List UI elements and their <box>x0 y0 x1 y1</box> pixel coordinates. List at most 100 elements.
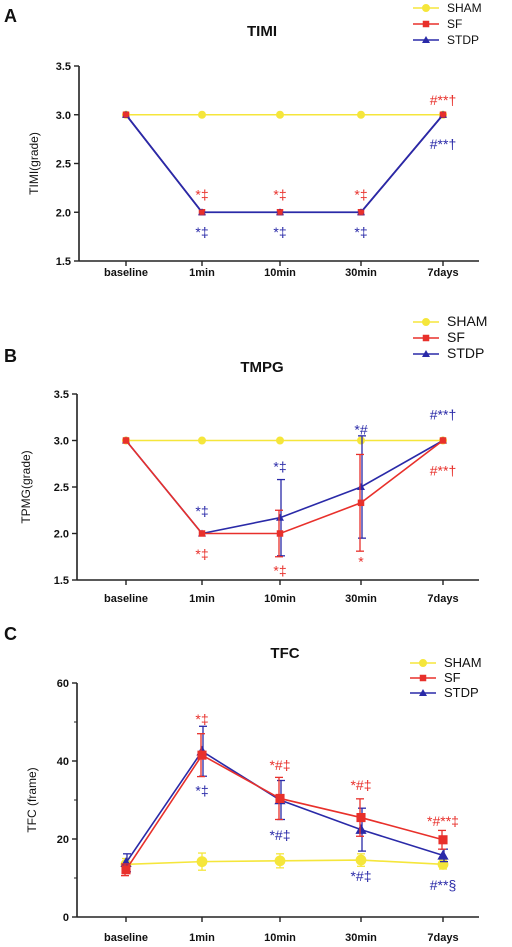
significance-annotation: #**† <box>430 406 456 422</box>
data-point <box>122 437 130 444</box>
y-tick-label: 60 <box>57 678 69 690</box>
panel-letter: C <box>4 624 17 644</box>
data-point <box>419 674 427 682</box>
y-tick-label: 0 <box>63 912 69 924</box>
data-point <box>123 112 129 118</box>
data-point <box>355 824 367 834</box>
significance-annotation: *‡ <box>195 782 208 798</box>
x-tick-label: 10min <box>264 593 296 605</box>
data-point <box>422 4 430 12</box>
chart-panel-a: A TIMI 1.5 2.0 2.5 3.0 3.5 baseline 1min 10min 30m… <box>4 1 482 279</box>
y-tick-label: 2.5 <box>56 159 71 171</box>
significance-annotation: *‡ <box>195 187 208 203</box>
y-tick-label: 3.0 <box>56 110 71 122</box>
significance-annotation: *‡ <box>273 459 286 475</box>
y-axis-label: TFC (frame) <box>25 767 39 832</box>
series-sham <box>120 852 449 871</box>
significance-annotation: *#‡ <box>269 757 290 773</box>
data-point <box>440 112 446 118</box>
significance-annotation: #**† <box>430 92 456 108</box>
significance-annotation: *‡ <box>273 563 286 579</box>
data-point <box>276 110 284 119</box>
y-axis-label: TPMG(grade) <box>19 450 33 523</box>
x-tick-label: baseline <box>104 932 148 944</box>
significance-annotation: #**§ <box>430 877 456 893</box>
significance-annotation: *‡ <box>354 187 367 203</box>
data-point <box>355 854 367 866</box>
data-point <box>276 436 284 445</box>
chart-title: TIMI <box>247 23 277 40</box>
data-point <box>422 334 430 342</box>
chart-title: TMPG <box>240 359 283 376</box>
data-point <box>439 437 447 444</box>
data-point <box>276 513 284 521</box>
data-point <box>419 689 427 696</box>
data-point <box>437 849 449 860</box>
data-point <box>357 436 365 445</box>
legend-label: SF <box>444 670 461 685</box>
significance-annotation: *‡ <box>354 224 367 240</box>
significance-annotation: *#‡ <box>269 827 290 843</box>
panel-letter: B <box>4 346 17 366</box>
significance-annotation: *‡ <box>195 224 208 240</box>
data-point <box>422 36 430 43</box>
data-point <box>422 318 430 326</box>
y-tick-label: 3.0 <box>54 436 69 448</box>
x-tick-label: 10min <box>264 267 296 279</box>
data-point <box>121 865 131 875</box>
data-point <box>274 855 286 867</box>
chart-panel-b: B TMPG 1.5 2.0 2.5 3.0 3.5 baseline 1min 10min 30m… <box>4 313 487 605</box>
legend-label: STDP <box>444 685 479 700</box>
legend-label: SHAM <box>444 655 482 670</box>
significance-annotation: * <box>358 553 364 569</box>
data-point <box>277 209 283 215</box>
x-tick-label: 7days <box>427 932 458 944</box>
significance-annotation: #**† <box>430 136 456 152</box>
data-point <box>357 110 365 119</box>
y-tick-label: 1.5 <box>56 256 71 268</box>
data-point <box>276 530 284 537</box>
data-point <box>198 436 206 445</box>
y-tick-label: 3.5 <box>54 389 69 401</box>
significance-annotation: *‡ <box>195 503 208 519</box>
legend-label: STDP <box>447 33 479 47</box>
y-tick-label: 1.5 <box>54 575 69 587</box>
x-tick-label: 10min <box>264 932 296 944</box>
series-line <box>125 439 444 535</box>
x-tick-label: 30min <box>345 932 377 944</box>
series-sf <box>122 437 447 558</box>
significance-annotation: *‡ <box>273 224 286 240</box>
y-tick-label: 40 <box>57 756 69 768</box>
y-tick-label: 2.0 <box>56 207 71 219</box>
significance-annotation: *#‡ <box>350 868 371 884</box>
y-tick-label: 20 <box>57 834 69 846</box>
y-tick-label: 3.5 <box>56 61 71 73</box>
significance-annotation: *# <box>354 421 367 437</box>
significance-annotation: *‡ <box>195 711 208 727</box>
chart-title: TFC <box>270 645 299 662</box>
data-point <box>196 856 208 868</box>
x-tick-label: 1min <box>189 932 215 944</box>
significance-annotation: *#**‡ <box>427 813 459 829</box>
data-point <box>422 350 430 357</box>
x-tick-label: baseline <box>104 593 148 605</box>
legend-label: SF <box>447 17 462 31</box>
data-point <box>275 793 285 803</box>
x-tick-label: 7days <box>427 593 458 605</box>
x-tick-label: 1min <box>189 593 215 605</box>
data-point <box>197 750 207 760</box>
series-sf <box>121 733 448 877</box>
legend-label: STDP <box>447 345 484 361</box>
y-tick-label: 2.5 <box>54 482 69 494</box>
significance-annotation: *‡ <box>195 546 208 562</box>
series-sham <box>122 110 447 119</box>
y-axis-label: TIMI(grade) <box>27 132 41 195</box>
x-tick-label: 30min <box>345 593 377 605</box>
y-tick-label: 2.0 <box>54 529 69 541</box>
data-point <box>357 483 365 490</box>
chart-panel-c: C TFC 0 20 40 60 baseline 1min 10min 30min 7days TF… <box>4 624 482 944</box>
